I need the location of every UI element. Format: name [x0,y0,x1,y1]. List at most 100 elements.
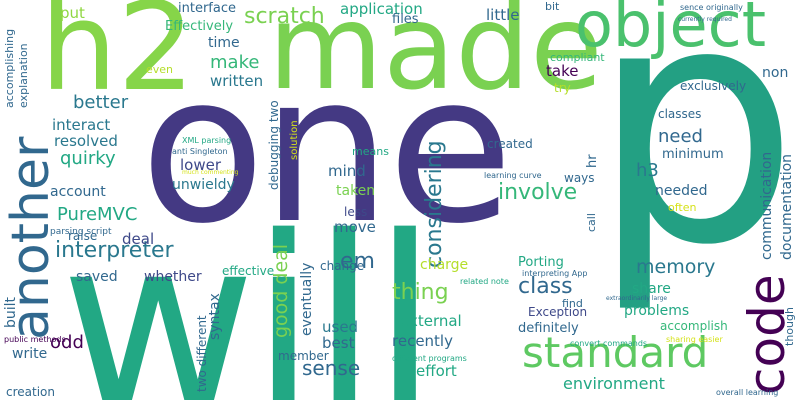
word: considering [422,140,447,268]
word: learning curve [484,171,542,180]
word: one [140,31,513,269]
word: better [73,92,129,113]
word: convert commands [570,339,648,348]
word: standard [522,328,709,377]
word: hr [585,154,600,168]
word: time [208,35,240,51]
word: creation [6,385,55,399]
word: effective [222,264,275,278]
word: effort [416,362,457,380]
word: related note [460,277,509,286]
word: interact [52,116,111,134]
word: PureMVC [57,204,138,225]
word: deal [122,230,155,248]
word: best [322,334,355,352]
word: non [762,65,789,81]
word: make [210,52,260,73]
word: quirky [60,148,116,169]
word: used [322,318,359,336]
word: syntax [207,293,223,340]
word: communication [759,151,775,260]
word: ways [564,171,595,185]
word: explanation [17,43,30,108]
word: odd [50,332,84,353]
word: compliant [550,51,605,64]
word: two different [195,315,209,392]
word: saved [76,269,118,285]
word: solution [289,120,300,160]
word: built [3,296,19,328]
word: Exception [528,305,588,319]
word: XML parsing [182,136,232,145]
word: call [585,213,598,232]
word: will [60,185,438,400]
word: exclusively [680,79,747,93]
word: whether [144,269,202,285]
word: sense [302,356,361,380]
word: minimum [662,147,724,162]
word: eventually [299,262,315,336]
word: sence originally [680,3,743,12]
word: definitely [518,321,579,336]
word: take [546,62,579,80]
word: less [344,205,368,219]
word: much commenting [182,169,239,176]
word: Porting [518,255,564,270]
word: debugging two [267,100,281,190]
word: class [518,274,573,299]
word: extraordinarily large [606,295,668,302]
word: created [487,137,533,151]
word: h2 [40,0,195,118]
word: overall learning [716,388,779,397]
word: em [340,249,375,274]
word: public methods [4,335,66,344]
word: raise [68,229,98,243]
word: little [486,6,520,24]
word: application [340,0,423,18]
word: often [668,201,697,214]
word: interpreting App [522,269,588,278]
word: environment [563,374,665,393]
word: lower [180,156,222,174]
word: made [268,0,603,116]
word: good deal [270,243,292,338]
word: though [783,307,796,346]
word: resolved [54,132,118,150]
word: p [590,0,800,317]
word: change [320,259,365,273]
word: files [392,12,419,27]
word: h3 [636,160,659,181]
word: anti Singleton [172,147,228,156]
word: parsing script [50,227,112,237]
word: taken [336,183,376,199]
word: documentation [779,153,795,260]
word: Effectively [165,19,234,34]
word: interface [178,1,236,16]
word: memory [636,256,716,278]
word: classes [658,107,702,121]
word: written [210,72,264,90]
word: problems [624,303,690,319]
word: recently [392,332,453,350]
word: accomplish [660,319,728,333]
word: account [50,184,106,200]
word: even [146,63,174,76]
word: different programs [392,354,467,363]
word: move [334,218,376,236]
word: scratch [244,4,325,29]
word: share [632,281,671,297]
word: find [562,297,583,310]
word: means [352,145,389,158]
word: need [658,126,703,147]
word: interpreter [55,238,174,263]
word: member [278,349,329,363]
word: currently required [678,16,732,23]
word: needed [655,183,708,199]
word: object [575,0,767,61]
word: write [12,346,48,362]
word: charge [420,257,469,273]
word: sharing easier [666,335,723,344]
word: thing [392,280,449,305]
word: try [554,81,571,95]
